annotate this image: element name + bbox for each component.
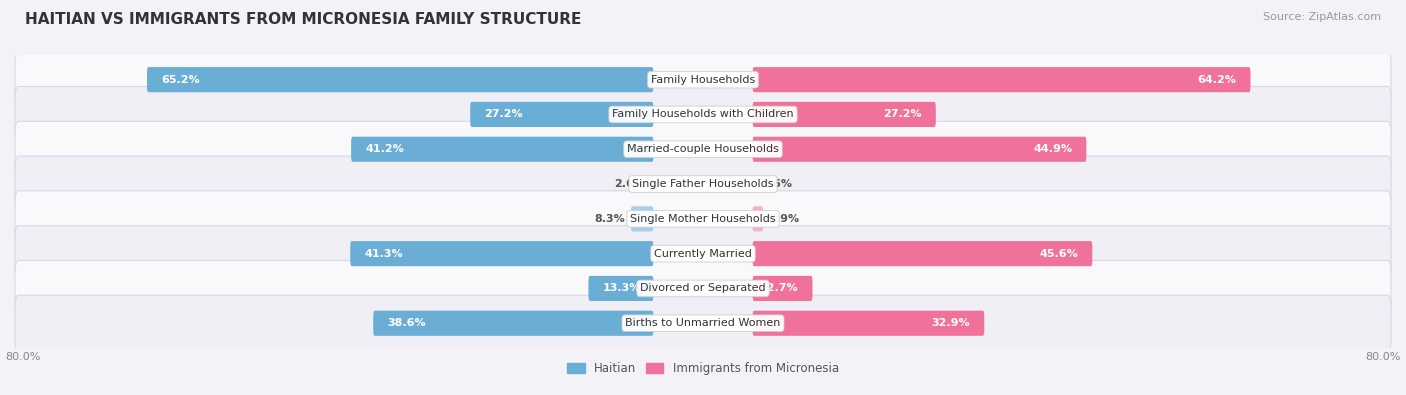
Text: 6.9%: 6.9% <box>769 214 800 224</box>
FancyBboxPatch shape <box>470 102 654 127</box>
Text: Family Households: Family Households <box>651 75 755 85</box>
FancyBboxPatch shape <box>752 206 763 231</box>
Text: 38.6%: 38.6% <box>388 318 426 328</box>
FancyBboxPatch shape <box>15 52 1391 107</box>
Text: 64.2%: 64.2% <box>1198 75 1236 85</box>
FancyBboxPatch shape <box>752 311 984 336</box>
FancyBboxPatch shape <box>15 121 1391 177</box>
Text: Currently Married: Currently Married <box>654 248 752 259</box>
Text: Divorced or Separated: Divorced or Separated <box>640 284 766 293</box>
Text: Births to Unmarried Women: Births to Unmarried Women <box>626 318 780 328</box>
Text: 41.3%: 41.3% <box>364 248 404 259</box>
FancyBboxPatch shape <box>631 206 654 231</box>
FancyBboxPatch shape <box>15 226 1391 282</box>
Text: 2.6%: 2.6% <box>761 179 792 189</box>
Text: Single Father Households: Single Father Households <box>633 179 773 189</box>
Text: HAITIAN VS IMMIGRANTS FROM MICRONESIA FAMILY STRUCTURE: HAITIAN VS IMMIGRANTS FROM MICRONESIA FA… <box>25 12 582 27</box>
FancyBboxPatch shape <box>148 67 654 92</box>
FancyBboxPatch shape <box>15 156 1391 212</box>
FancyBboxPatch shape <box>752 276 813 301</box>
Text: Single Mother Households: Single Mother Households <box>630 214 776 224</box>
Text: 12.7%: 12.7% <box>759 284 799 293</box>
Text: 27.2%: 27.2% <box>485 109 523 119</box>
FancyBboxPatch shape <box>352 137 654 162</box>
FancyBboxPatch shape <box>15 260 1391 316</box>
FancyBboxPatch shape <box>752 67 1250 92</box>
FancyBboxPatch shape <box>15 295 1391 351</box>
Text: 45.6%: 45.6% <box>1039 248 1078 259</box>
FancyBboxPatch shape <box>15 87 1391 143</box>
FancyBboxPatch shape <box>589 276 654 301</box>
Text: Source: ZipAtlas.com: Source: ZipAtlas.com <box>1263 12 1381 22</box>
FancyBboxPatch shape <box>15 191 1391 247</box>
FancyBboxPatch shape <box>752 102 936 127</box>
Text: 8.3%: 8.3% <box>595 214 626 224</box>
Text: 44.9%: 44.9% <box>1033 144 1073 154</box>
FancyBboxPatch shape <box>373 311 654 336</box>
Legend: Haitian, Immigrants from Micronesia: Haitian, Immigrants from Micronesia <box>562 357 844 380</box>
Text: 27.2%: 27.2% <box>883 109 921 119</box>
FancyBboxPatch shape <box>752 137 1087 162</box>
Text: 13.3%: 13.3% <box>603 284 641 293</box>
Text: 2.6%: 2.6% <box>614 179 645 189</box>
Text: 32.9%: 32.9% <box>931 318 970 328</box>
Text: 65.2%: 65.2% <box>162 75 200 85</box>
FancyBboxPatch shape <box>752 241 1092 266</box>
FancyBboxPatch shape <box>350 241 654 266</box>
Text: Married-couple Households: Married-couple Households <box>627 144 779 154</box>
Text: 41.2%: 41.2% <box>366 144 404 154</box>
Text: Family Households with Children: Family Households with Children <box>612 109 794 119</box>
